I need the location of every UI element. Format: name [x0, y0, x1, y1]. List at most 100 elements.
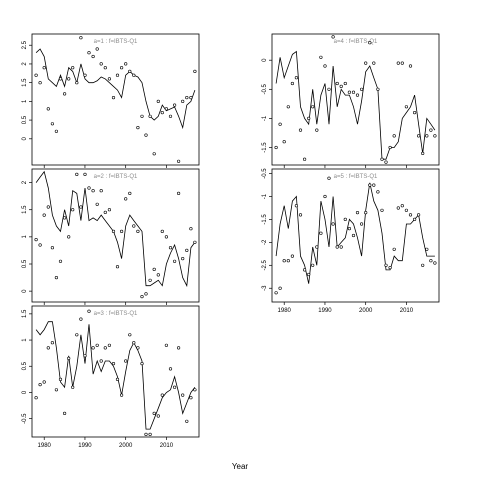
- observation-point: [168, 367, 173, 371]
- observation-point: [42, 213, 46, 217]
- y-tick-label: -0.5: [262, 83, 268, 94]
- plot-frame: [271, 33, 440, 166]
- panel-title: a=5 : f=IBTS-Q1: [334, 174, 378, 180]
- observation-point: [323, 194, 327, 199]
- observation-point: [343, 217, 347, 221]
- observation-point: [79, 205, 83, 209]
- y-tick-label: 0: [22, 136, 28, 140]
- observation-point: [50, 122, 55, 126]
- y-tick-label: 0.5: [22, 259, 28, 268]
- x-axis-label: Year: [232, 462, 249, 471]
- plot-frame: [271, 168, 440, 303]
- observation-point: [103, 210, 107, 214]
- observation-point: [425, 247, 429, 251]
- plot-frame: [31, 33, 200, 166]
- observation-point: [132, 73, 136, 77]
- observation-point: [372, 61, 376, 65]
- observation-point: [38, 243, 42, 247]
- fitted-line: [35, 321, 196, 430]
- observation-point: [335, 245, 339, 249]
- observation-point: [34, 238, 38, 242]
- observation-point: [380, 208, 384, 212]
- observation-point: [140, 114, 144, 118]
- x-tick-label: 1980: [38, 443, 52, 449]
- observation-point: [99, 359, 103, 363]
- observation-point: [315, 245, 319, 249]
- observation-point: [103, 66, 107, 70]
- observation-point: [286, 105, 290, 109]
- observation-point: [38, 81, 42, 85]
- observation-point: [124, 197, 128, 201]
- observation-point: [392, 247, 396, 251]
- observation-point: [91, 346, 95, 350]
- observation-point: [34, 73, 38, 77]
- observation-point: [83, 172, 87, 176]
- observation-point: [103, 346, 107, 350]
- observation-point: [58, 259, 63, 263]
- observation-point: [71, 66, 75, 70]
- observation-point: [364, 211, 368, 215]
- observation-point: [388, 266, 392, 270]
- observation-point: [319, 231, 323, 235]
- observation-point: [303, 157, 307, 161]
- observation-point: [193, 69, 197, 73]
- y-tick-label: 0: [22, 289, 28, 293]
- observation-point: [144, 292, 148, 296]
- x-tick-label: 1980: [278, 308, 292, 314]
- observation-point: [372, 183, 376, 187]
- observation-point: [50, 341, 55, 345]
- observation-point: [160, 393, 164, 397]
- observation-point: [136, 346, 140, 350]
- plot-frame: [31, 305, 200, 438]
- observation-point: [315, 128, 319, 132]
- observation-point: [307, 116, 311, 120]
- observation-point: [173, 259, 177, 263]
- observation-point: [274, 145, 278, 150]
- observation-point: [351, 233, 356, 238]
- observation-point: [294, 204, 299, 208]
- observation-point: [274, 291, 278, 295]
- observation-point: [189, 227, 193, 231]
- observation-point: [282, 259, 286, 263]
- y-tick-label: 1.5: [22, 205, 28, 214]
- observation-point: [107, 208, 111, 212]
- observation-point: [339, 84, 343, 88]
- observation-point: [177, 191, 181, 195]
- observation-point: [408, 213, 413, 217]
- fitted-line: [275, 50, 436, 160]
- observation-point: [193, 240, 197, 244]
- observation-point: [335, 81, 339, 86]
- observation-point: [83, 73, 87, 77]
- panel-a4: a=4 : f=IBTS-Q1 -1.5 -1 -0.5 0: [262, 33, 440, 168]
- observation-point: [95, 47, 99, 51]
- observation-point: [124, 359, 128, 363]
- observation-point: [148, 114, 152, 118]
- observation-point: [177, 159, 181, 163]
- observation-point: [168, 246, 173, 250]
- observation-point: [360, 222, 364, 226]
- observation-point: [132, 341, 136, 345]
- observation-point: [46, 346, 50, 350]
- y-tick-label: 1: [22, 338, 28, 342]
- observation-point: [99, 189, 103, 193]
- observation-point: [327, 87, 331, 91]
- observation-point: [181, 257, 185, 261]
- observation-point: [107, 77, 111, 81]
- y-tick-label: -0.5: [22, 413, 28, 424]
- observation-point: [156, 99, 160, 103]
- observation-point: [343, 81, 347, 86]
- observation-point: [95, 343, 99, 347]
- observation-point: [429, 128, 433, 132]
- observation-point: [433, 134, 437, 138]
- observation-point: [38, 383, 42, 387]
- observation-point: [136, 125, 140, 130]
- panel-a5: a=5 : f=IBTS-Q1 -3 -2.5 -2 -1.5 -1 -0.5 1980 199…: [262, 168, 440, 314]
- observation-point: [364, 61, 368, 65]
- observation-point: [160, 110, 164, 115]
- x-tick-label: 2000: [119, 443, 133, 449]
- observation-point: [396, 206, 400, 210]
- observation-point: [62, 411, 67, 416]
- x-tick-label: 2010: [160, 443, 174, 449]
- panel-title: a=1 : f=IBTS-Q1: [94, 39, 138, 45]
